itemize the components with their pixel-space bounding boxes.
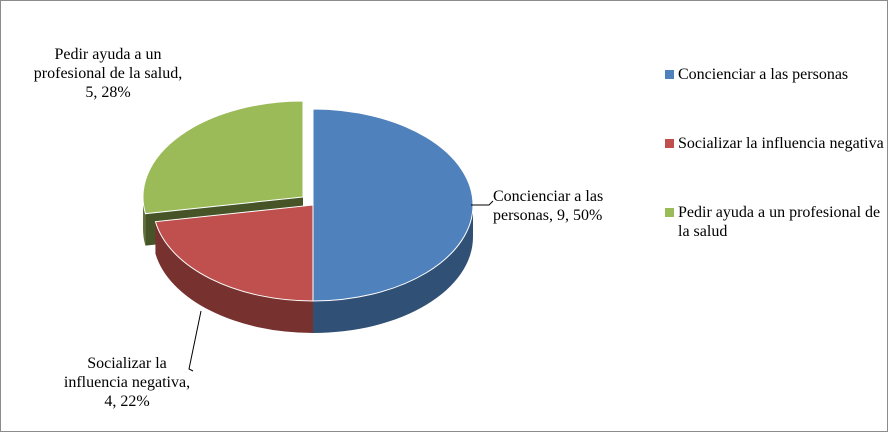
slice bbox=[142, 100, 304, 215]
data-label: Concienciar a las personas, 9, 50% bbox=[493, 188, 604, 224]
data-label: Socializar la influencia negativa, 4, 22… bbox=[63, 355, 191, 410]
slice bbox=[154, 204, 314, 302]
slice-side bbox=[143, 197, 146, 246]
legend-item: Socializar la influencia negativa bbox=[665, 134, 887, 153]
leader-line bbox=[471, 200, 494, 206]
data-label: Pedir ayuda a un profesional de la salud… bbox=[33, 46, 183, 101]
slice-side bbox=[155, 221, 313, 333]
legend-swatch bbox=[665, 70, 674, 79]
legend-item: Concienciar a las personas bbox=[665, 65, 887, 84]
legend-label: Concienciar a las personas bbox=[678, 66, 849, 83]
leader-line bbox=[188, 310, 202, 372]
legend-item: Pedir ayuda a un profesional de la salud bbox=[665, 203, 887, 241]
legend-swatch bbox=[665, 139, 674, 148]
legend-swatch bbox=[665, 208, 674, 217]
legend-label: Pedir ayuda a un profesional de la salud bbox=[678, 204, 881, 240]
legend-label: Socializar la influencia negativa bbox=[678, 135, 884, 152]
slice-side bbox=[313, 205, 473, 333]
